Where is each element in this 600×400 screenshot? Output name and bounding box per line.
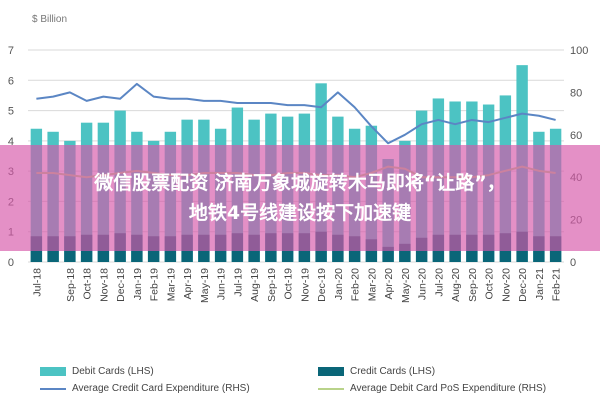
x-axis-tick-label: Dec-18: [115, 268, 127, 302]
x-axis-tick-label: Dec-19: [316, 268, 328, 302]
x-axis-tick-label: Jan-19: [132, 268, 144, 300]
left-axis-tick-label: 5: [8, 106, 14, 118]
legend-label-debit: Debit Cards (LHS): [72, 366, 154, 377]
legend-label-avg-debit: Average Debit Card PoS Expenditure (RHS): [350, 383, 547, 394]
x-axis-tick-label: Feb-21: [551, 268, 563, 301]
legend-item-avg-credit-expenditure: Average Credit Card Expenditure (RHS): [40, 383, 250, 394]
left-axis-tick-label: 6: [8, 75, 14, 87]
left-axis-tick-label: 4: [8, 136, 14, 148]
overlay-text-line-1: 微信股票配资 济南万象城旋转木马即将“让路”，: [94, 172, 506, 194]
x-axis-tick-label: Apr-20: [383, 268, 395, 300]
right-axis-tick-label: 0: [570, 257, 576, 269]
x-axis-tick-label: May-20: [400, 268, 412, 303]
legend-label-avg-credit: Average Credit Card Expenditure (RHS): [72, 383, 250, 394]
x-axis-tick-label: Sep-18: [65, 268, 77, 302]
x-axis-tick-label: Feb-20: [350, 268, 362, 301]
right-axis-tick-label: 60: [570, 130, 582, 142]
x-axis-tick-label: Oct-20: [484, 268, 496, 300]
left-axis-unit: $ Billion: [32, 14, 67, 25]
legend-label-credit: Credit Cards (LHS): [350, 366, 436, 377]
x-axis-tick-label: Nov-18: [98, 268, 110, 302]
left-axis-tick-label: 7: [8, 45, 14, 57]
x-axis-tick-label: Jan-20: [333, 268, 345, 300]
x-axis-tick-label: Nov-20: [500, 268, 512, 302]
overlay-banner: 微信股票配资 济南万象城旋转木马即将“让路”， 地铁4号线建设按下加速键: [0, 145, 600, 251]
x-axis-tick-label: Jul-19: [232, 268, 244, 297]
legend-item-avg-debit-expenditure: Average Debit Card PoS Expenditure (RHS): [318, 383, 546, 394]
legend-item-credit-cards: Credit Cards (LHS): [318, 366, 435, 377]
x-axis-tick-label: Jun-19: [216, 268, 228, 300]
left-axis-tick-label: 0: [8, 257, 14, 269]
x-axis-tick-label: Nov-19: [299, 268, 311, 302]
x-axis-tick-label: May-19: [199, 268, 211, 303]
legend-item-debit-cards: Debit Cards (LHS): [40, 366, 154, 377]
x-axis-tick-label: Jul-20: [433, 268, 445, 297]
x-axis-tick-label: Jan-21: [534, 268, 546, 300]
credit-bar: [382, 246, 394, 262]
avg-credit-expenditure-line: [36, 82, 556, 145]
x-axis-tick-label: Jun-20: [417, 268, 429, 300]
x-axis-tick-label: Feb-19: [149, 268, 161, 301]
legend-swatch-debit: [40, 367, 66, 376]
legend-swatch-avg-credit: [40, 387, 66, 390]
x-axis-tick-label: Jul-18: [31, 268, 43, 297]
x-axis-tick-label: Oct-18: [82, 268, 94, 300]
right-axis-tick-label: 100: [570, 45, 588, 57]
x-axis-tick-label: Oct-19: [283, 268, 295, 300]
legend-swatch-credit: [318, 367, 344, 376]
right-axis-tick-label: 80: [570, 87, 582, 99]
x-axis-tick-label: Aug-20: [450, 268, 462, 302]
x-axis-tick-label: Sep-19: [266, 268, 278, 302]
x-axis-tick-label: Apr-19: [182, 268, 194, 300]
legend-swatch-avg-debit: [318, 387, 344, 390]
chart-legend: Debit Cards (LHS) Credit Cards (LHS) Ave…: [40, 366, 580, 400]
x-axis-tick-label: Dec-20: [517, 268, 529, 302]
x-axis-tick-label: Aug-19: [249, 268, 261, 302]
x-axis-tick-label: Mar-19: [165, 268, 177, 301]
overlay-text-line-2: 地铁4号线建设按下加速键: [188, 202, 412, 224]
x-axis-tick-label: Sep-20: [467, 268, 479, 302]
x-axis-tick-label: Mar-20: [366, 268, 378, 301]
credit-bar: [399, 243, 411, 262]
axis-ticks: 01234567020406080100Jul-18Sep-18Oct-18No…: [8, 45, 588, 303]
